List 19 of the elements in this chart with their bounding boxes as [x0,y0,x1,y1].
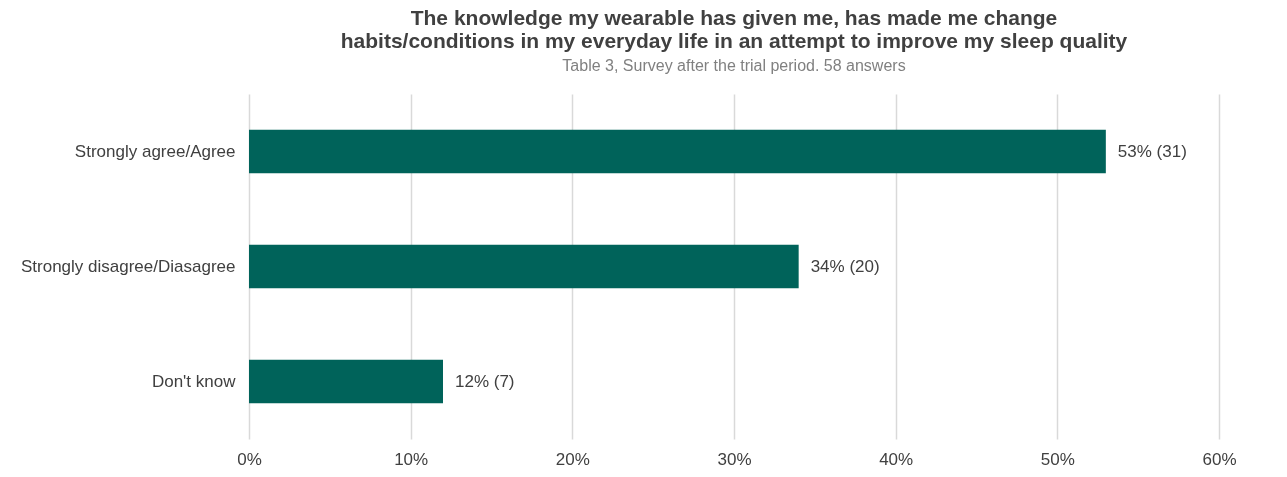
x-tick-label: 0% [237,449,262,469]
x-tick-label: 60% [1202,449,1237,469]
bar [249,129,1106,174]
data-label: 53% (31) [1117,141,1187,161]
y-tick-label: Strongly disagree/Diasagree [20,256,236,276]
data-label: 34% (20) [810,256,880,276]
x-tick-label: 30% [717,449,752,469]
y-tick-label: Don't know [151,371,237,391]
bar [249,359,443,404]
y-tick-label: Strongly agree/Agree [74,141,236,161]
text: The knowledge my wearable has given me, has made me change [410,6,1058,29]
x-tick-label: 50% [1040,449,1075,469]
caption: Table 3, Survey after the trial period. 58 answers [562,57,906,74]
x-tick-label: 40% [879,449,914,469]
text: habits/conditions in my everyday life in an attempt to improve my sleep quality [340,29,1128,52]
data-label: 12% (7) [455,371,515,391]
x-tick-label: 10% [394,449,429,469]
x-tick-label: 20% [555,449,590,469]
bar [249,244,799,289]
